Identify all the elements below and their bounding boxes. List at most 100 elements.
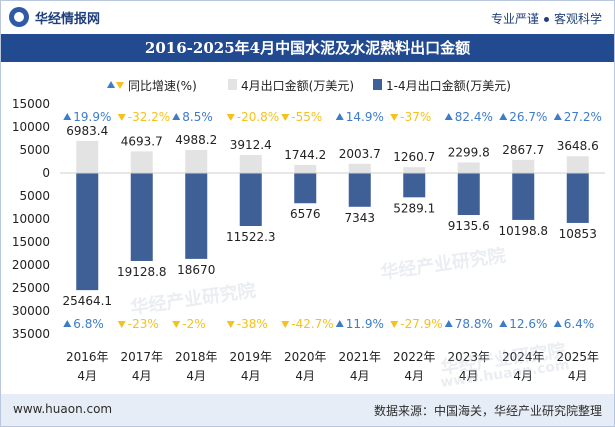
jan-apr-growth-label: -2% (182, 317, 205, 331)
y-tick-label: 20000 (12, 258, 50, 272)
y-tick-label: 25000 (12, 281, 50, 295)
legend-up-triangle-icon (107, 81, 115, 88)
jan-apr-value-label: 10198.8 (498, 224, 548, 238)
jan-apr-value-label: 11522.3 (226, 230, 276, 244)
growth-down-icon (390, 321, 399, 328)
growth-up-icon (335, 113, 344, 120)
april-value-label: 2003.7 (339, 147, 381, 161)
jan-apr-bar (566, 173, 589, 223)
april-growth-label: 27.2% (564, 110, 602, 124)
legend-jan-apr-label: 1-4月出口金额(万美元) (386, 78, 511, 93)
growth-down-icon (172, 321, 181, 328)
jan-apr-value-label: 9135.6 (448, 219, 490, 233)
y-tick-label: 15000 (12, 97, 50, 111)
growth-down-icon (281, 321, 290, 328)
jan-apr-growth-label: 6.8% (73, 317, 104, 331)
april-bar (457, 162, 480, 173)
growth-down-icon (226, 321, 235, 328)
jan-apr-bar (294, 173, 317, 204)
x-tick-label: 4月 (186, 369, 206, 383)
separator-dot-icon (543, 17, 549, 22)
april-bar (403, 167, 426, 173)
growth-up-icon (444, 320, 453, 327)
april-growth-label: -32.2% (128, 110, 170, 124)
y-tick-label: 10000 (12, 212, 50, 226)
jan-apr-bar (185, 173, 208, 259)
x-tick-label: 4月 (132, 369, 152, 383)
y-tick-label: 5000 (19, 189, 50, 203)
x-tick-label: 2017年 (120, 350, 163, 364)
growth-up-icon (172, 113, 181, 120)
x-tick-label: 2018年 (175, 350, 218, 364)
footer-website[interactable]: www.huaon.com (13, 402, 113, 416)
chart-title: 2016-2025年4月中国水泥及水泥熟料出口金额 (1, 34, 614, 62)
april-bar (348, 163, 371, 173)
legend-growth-label: 同比增速(%) (128, 79, 197, 93)
april-growth-label: -20.8% (237, 110, 279, 124)
legend-down-triangle-icon (116, 82, 124, 89)
april-bar (239, 155, 262, 173)
growth-up-icon (499, 113, 508, 120)
april-value-label: 1260.7 (393, 150, 435, 164)
growth-up-icon (499, 320, 508, 327)
jan-apr-growth-label: 12.6% (509, 317, 547, 331)
april-bar (76, 140, 99, 173)
jan-apr-bar (130, 173, 153, 261)
april-value-label: 6983.4 (66, 124, 108, 138)
x-tick-label: 2025年 (556, 350, 599, 364)
april-growth-label: 14.9% (346, 110, 384, 124)
april-growth-label: 8.5% (182, 110, 213, 124)
x-tick-label: 2024年 (502, 350, 545, 364)
april-bar (512, 159, 535, 173)
top-bar: 华经情报网 专业严谨 客观科学 (1, 1, 614, 34)
jan-apr-value-label: 25464.1 (62, 294, 112, 308)
legend-april-label: 4月出口金额(万美元) (241, 78, 354, 93)
growth-up-icon (63, 320, 72, 327)
jan-apr-growth-label: 6.4% (564, 317, 595, 331)
tagline: 专业严谨 客观科学 (491, 10, 602, 27)
jan-apr-value-label: 5289.1 (393, 201, 435, 215)
site-name: 华经情报网 (35, 11, 101, 27)
brand[interactable]: 华经情报网 (9, 7, 100, 27)
x-tick-label: 4月 (404, 369, 424, 383)
april-value-label: 2867.7 (502, 143, 544, 157)
growth-up-icon (63, 113, 72, 120)
jan-apr-growth-label: 11.9% (346, 317, 384, 331)
growth-down-icon (226, 114, 235, 121)
x-tick-label: 2020年 (284, 350, 327, 364)
april-value-label: 1744.2 (284, 148, 326, 162)
jan-apr-bar (457, 173, 480, 216)
tagline-left: 专业严谨 (490, 12, 539, 26)
tagline-right: 客观科学 (553, 12, 602, 26)
x-tick-label: 2023年 (447, 350, 490, 364)
april-bar (294, 164, 317, 173)
x-tick-label: 2019年 (229, 350, 272, 364)
legend-april-swatch (228, 79, 237, 90)
april-bar (185, 150, 208, 173)
april-growth-label: -37% (400, 110, 431, 124)
april-value-label: 3648.6 (557, 139, 599, 153)
y-tick-label: 15000 (12, 235, 50, 249)
april-value-label: 2299.8 (448, 145, 490, 159)
jan-apr-bar (348, 173, 371, 207)
footer: www.huaon.com 数据来源：中国海关，华经产业研究院整理 (1, 394, 614, 426)
growth-down-icon (281, 114, 290, 121)
jan-apr-bar (403, 173, 426, 198)
april-bar (566, 156, 589, 173)
growth-up-icon (335, 320, 344, 327)
growth-down-icon (117, 114, 126, 121)
april-value-label: 4693.7 (121, 134, 163, 148)
x-tick-label: 4月 (568, 369, 588, 383)
jan-apr-growth-label: -42.7% (291, 317, 333, 331)
growth-up-icon (553, 113, 562, 120)
legend-jan-apr-swatch (373, 79, 382, 90)
logo-icon (9, 7, 29, 27)
x-tick-label: 4月 (459, 369, 479, 383)
y-tick-label: 0 (42, 166, 50, 180)
april-growth-label: 26.7% (509, 110, 547, 124)
jan-apr-value-label: 18670 (177, 263, 215, 277)
footer-source: 数据来源：中国海关，华经产业研究院整理 (373, 404, 602, 418)
april-bar (130, 151, 153, 173)
y-tick-label: 10000 (12, 120, 50, 134)
x-tick-label: 4月 (350, 369, 370, 383)
